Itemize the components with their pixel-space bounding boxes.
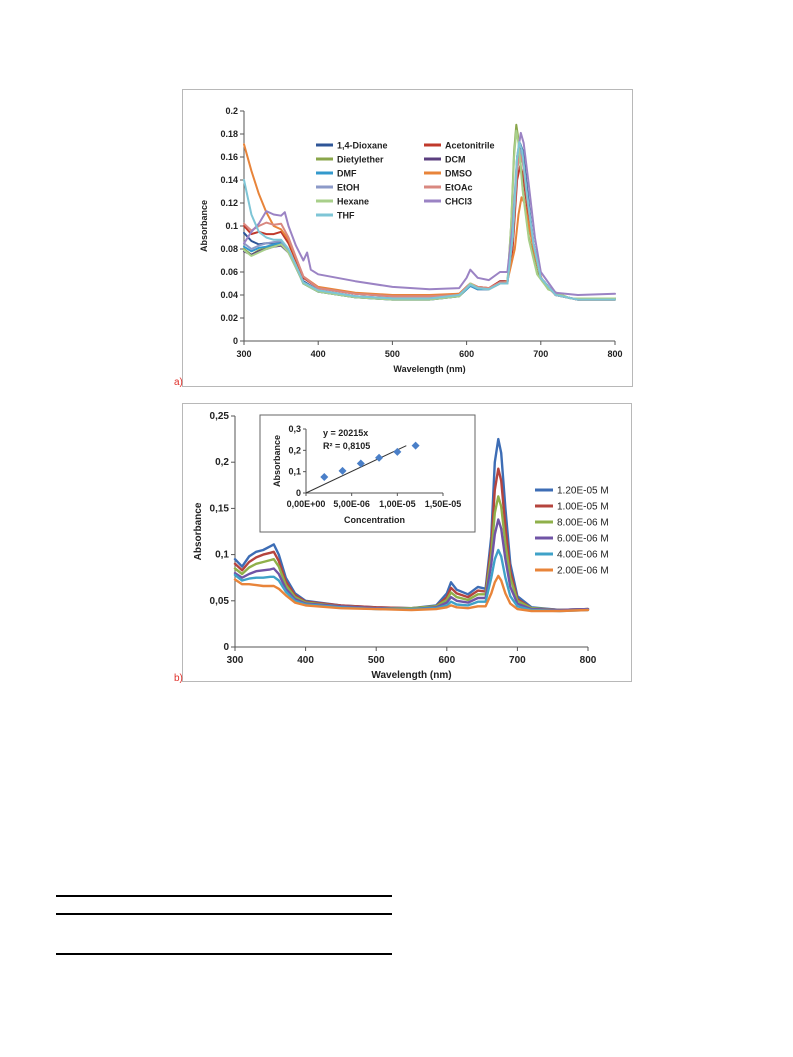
series-line-thf [243,141,616,301]
table-rule-middle [56,913,392,915]
y-tick-label: 0.06 [220,267,238,277]
series-line-4-00e-06-m [233,548,590,613]
y-tick-label: 0,05 [210,596,230,607]
solvent-spectra-chart: 0 0.02 0.04 0.06 0.08 0.1 0.12 0.14 0.16 0.18 0.2 3… [199,106,623,374]
legend-label-etoac: EtOAc [445,183,473,193]
legend-label-hexane: Hexane [337,197,369,207]
legend-label-dmf: DMF [337,169,357,179]
series-line-chcl3 [243,131,616,296]
inset-data-point [375,453,384,462]
y-tick-label: 0,15 [210,503,230,514]
legend-label-etoh: EtOH [337,183,360,193]
x-tick-label: 600 [438,655,455,666]
series-line-1-20e-05-m [233,437,590,612]
inset-data-point [338,466,347,475]
y-tick-label: 0.18 [220,129,238,139]
x-tick-label: 400 [311,349,326,359]
concentration-spectra-panel: 0 0,05 0,1 0,15 0,2 0,25 300 400 500 600 700 800 Wav… [182,403,632,682]
y-tick-label: 0.04 [220,290,238,300]
series-line-6-00e-06-m [233,518,590,612]
legend-label-2-00e-06-m: 2.00E-06 M [557,566,609,577]
y-tick-label: 0,2 [215,457,229,468]
series-line-etoac [243,153,616,301]
x-tick-label: 300 [227,655,244,666]
y-tick-label: 0.14 [220,175,238,185]
panel-a-tag: a) [174,377,183,388]
table-rule-top [56,895,392,897]
concentration-spectra-chart: 0 0,05 0,1 0,15 0,2 0,25 300 400 500 600 700 800 Wav… [193,411,609,681]
inset-trendline [305,445,407,494]
legend-label-acetonitrile: Acetonitrile [445,141,495,151]
y-tick-label: 0 [233,336,238,346]
inset-frame [259,414,476,533]
x-axis-label: Wavelength (nm) [371,670,451,681]
solvent-spectra-panel: 0 0.02 0.04 0.06 0.08 0.1 0.12 0.14 0.16 0.18 0.2 3… [182,89,633,387]
inset-y-tick-label: 0 [296,488,301,498]
inset-r-squared: R² = 0,8105 [323,441,370,451]
legend-label-4-00e-06-m: 4.00E-06 M [557,550,609,561]
inset-data-point [393,447,402,456]
legend-label-dietylether: Dietylether [337,155,384,165]
legend-label-dmso: DMSO [445,169,472,179]
inset-y-tick-label: 0,3 [288,424,301,434]
inset-equation: y = 20215x [323,428,368,438]
y-tick-label: 0.16 [220,152,238,162]
x-tick-label: 700 [509,655,526,666]
y-tick-label: 0.12 [220,198,238,208]
x-tick-label: 300 [236,349,251,359]
calibration-inset: 0 0,1 0,2 0,3 0,00E+00 5,00E-06 1,00E-05 1,50E-… [259,414,476,533]
y-tick-label: 0.02 [220,313,238,323]
inset-data-point [356,459,365,468]
inset-x-tick-label: 5,00E-06 [333,499,370,509]
inset-data-point [411,441,420,450]
legend-label-1-20e-05-m: 1.20E-05 M [557,486,609,497]
y-tick-label: 0,25 [210,411,230,422]
y-tick-label: 0 [223,642,229,653]
legend-label-thf: THF [337,211,355,221]
y-tick-label: 0,1 [215,550,229,561]
x-tick-label: 400 [297,655,314,666]
y-tick-label: 0.2 [225,106,238,116]
x-tick-label: 600 [459,349,474,359]
inset-data-point [320,473,329,481]
x-tick-label: 500 [385,349,400,359]
inset-x-tick-label: 0,00E+00 [287,499,326,509]
legend-label-1-00e-05-m: 1.00E-05 M [557,502,609,513]
inset-y-tick-label: 0,2 [288,445,301,455]
x-tick-label: 800 [607,349,622,359]
table-rule-bottom [56,953,392,955]
y-tick-label: 0.1 [225,221,238,231]
legend-label-dcm: DCM [445,155,466,165]
legend-label-6-00e-06-m: 6.00E-06 M [557,534,609,545]
legend-label-8-00e-06-m: 8.00E-06 M [557,518,609,529]
y-tick-label: 0.08 [220,244,238,254]
series-line-8-00e-06-m [233,495,590,612]
y-axis-label: Absorbance [199,200,209,252]
series-line-1-00e-05-m [233,467,590,612]
series-line-2-00e-06-m [233,574,590,613]
panel-b-tag: b) [174,673,183,684]
inset-x-axis-label: Concentration [344,515,405,525]
x-tick-label: 500 [368,655,385,666]
x-tick-label: 700 [533,349,548,359]
legend-label-chcl3: CHCl3 [445,197,472,207]
inset-y-tick-label: 0,1 [288,467,301,477]
inset-y-axis-label: Absorbance [272,435,282,487]
inset-x-tick-label: 1,00E-05 [379,499,416,509]
y-axis-label: Absorbance [193,502,204,560]
inset-x-tick-label: 1,50E-05 [425,499,462,509]
x-axis-label: Wavelength (nm) [393,364,465,374]
legend-label-1-4-dioxane: 1,4-Dioxane [337,141,388,151]
x-tick-label: 800 [580,655,597,666]
